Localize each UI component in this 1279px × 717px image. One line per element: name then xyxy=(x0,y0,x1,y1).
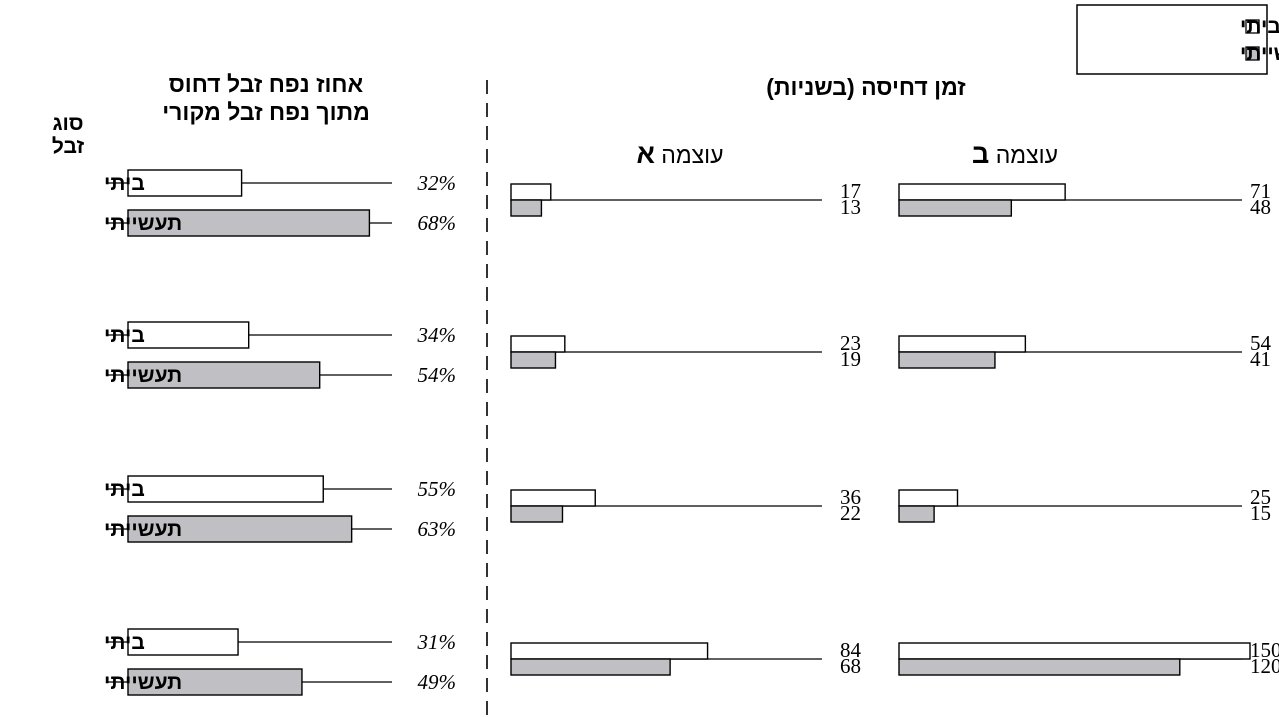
waste-type-label: תעשייתי xyxy=(104,518,182,541)
power-b-prefix: עוצמה xyxy=(996,142,1058,168)
time-bar-industrial xyxy=(510,505,564,523)
time-value-label: 13 xyxy=(840,195,861,219)
type-header-line1: סוג xyxy=(52,112,83,135)
waste-type-label: ביתי xyxy=(104,478,145,501)
legend-swatch-industrial xyxy=(1245,46,1260,61)
legend-label-industrial: זבל תעשייתי xyxy=(1240,42,1279,65)
time-bar-household xyxy=(510,489,596,507)
power-a-letter: א xyxy=(636,139,654,169)
pct-value-label: 31% xyxy=(417,630,457,654)
pct-value-label: 68% xyxy=(418,211,457,235)
power-b-letter: ב xyxy=(972,139,989,169)
waste-type-label: ביתי xyxy=(104,631,145,654)
time-bar-industrial xyxy=(898,351,996,369)
legend: זבל ביתי זבל תעשייתי xyxy=(1076,4,1279,75)
time-bar-household xyxy=(898,183,1066,201)
time-value-label: 41 xyxy=(1250,347,1271,371)
pct-bar-industrial xyxy=(127,361,321,389)
time-bar-household xyxy=(510,183,552,201)
time-bar-industrial xyxy=(898,199,1013,217)
power-a-title: עוצמה א xyxy=(636,139,723,169)
waste-type-label: תעשייתי xyxy=(104,212,182,235)
pct-bar-household xyxy=(127,475,324,503)
pct-bar-household xyxy=(127,321,250,349)
waste-type-label: ביתי xyxy=(104,172,145,195)
power-b-title: עוצמה ב xyxy=(972,139,1058,169)
left-title-line2: מתוך נפח זבל מקורי xyxy=(162,99,370,125)
time-value-label: 120 xyxy=(1250,654,1279,678)
legend-label-household: זבל ביתי xyxy=(1240,15,1279,38)
pct-value-label: 55% xyxy=(418,477,457,501)
pct-bar-industrial xyxy=(127,515,353,543)
time-value-label: 84 xyxy=(840,638,862,662)
time-bar-household xyxy=(898,335,1027,353)
right-title: זמן דחיסה (בשניות) xyxy=(766,74,966,100)
time-value-label: 150 xyxy=(1250,638,1279,662)
time-value-label: 54 xyxy=(1250,331,1272,355)
pct-value-label: 54% xyxy=(418,363,457,387)
time-value-label: 22 xyxy=(840,501,861,525)
pct-value-label: 34% xyxy=(417,323,457,347)
power-a-prefix: עוצמה xyxy=(661,142,723,168)
time-value-label: 48 xyxy=(1250,195,1271,219)
pct-value-label: 63% xyxy=(418,517,457,541)
time-bar-industrial xyxy=(510,199,543,217)
pct-bar-industrial xyxy=(127,668,303,696)
time-value-label: 68 xyxy=(840,654,861,678)
time-value-label: 36 xyxy=(840,485,861,509)
waste-type-label: תעשייתי xyxy=(104,364,182,387)
left-bars: 32% ביתי 68% תעשייתי 34% ביתי 54% תעשייתי 55% בית… xyxy=(104,169,457,696)
pct-value-label: 32% xyxy=(417,171,457,195)
time-value-label: 19 xyxy=(840,347,861,371)
legend-frame xyxy=(1076,4,1268,75)
time-bar-industrial xyxy=(898,505,935,523)
pct-bar-household xyxy=(127,169,243,197)
left-title-line1: אחוז נפח זבל דחוס xyxy=(169,71,364,97)
pct-value-label: 49% xyxy=(418,670,457,694)
type-header-line2: זבל xyxy=(52,135,85,158)
waste-type-label: תעשייתי xyxy=(104,671,182,694)
time-bar-industrial xyxy=(898,658,1181,676)
pct-bar-industrial xyxy=(127,209,371,237)
time-value-label: 23 xyxy=(840,331,861,355)
time-value-label: 17 xyxy=(840,179,861,203)
waste-type-label: ביתי xyxy=(104,324,145,347)
time-value-label: 15 xyxy=(1250,501,1271,525)
legend-swatch-household xyxy=(1245,19,1260,34)
time-bar-household xyxy=(898,642,1251,660)
time-value-label: 71 xyxy=(1250,179,1271,203)
time-bar-industrial xyxy=(510,351,557,369)
time-bar-household xyxy=(510,642,709,660)
time-bar-household xyxy=(510,335,566,353)
pct-bar-household xyxy=(127,628,239,656)
time-value-label: 25 xyxy=(1250,485,1271,509)
time-bar-industrial xyxy=(510,658,671,676)
time-bar-household xyxy=(898,489,959,507)
